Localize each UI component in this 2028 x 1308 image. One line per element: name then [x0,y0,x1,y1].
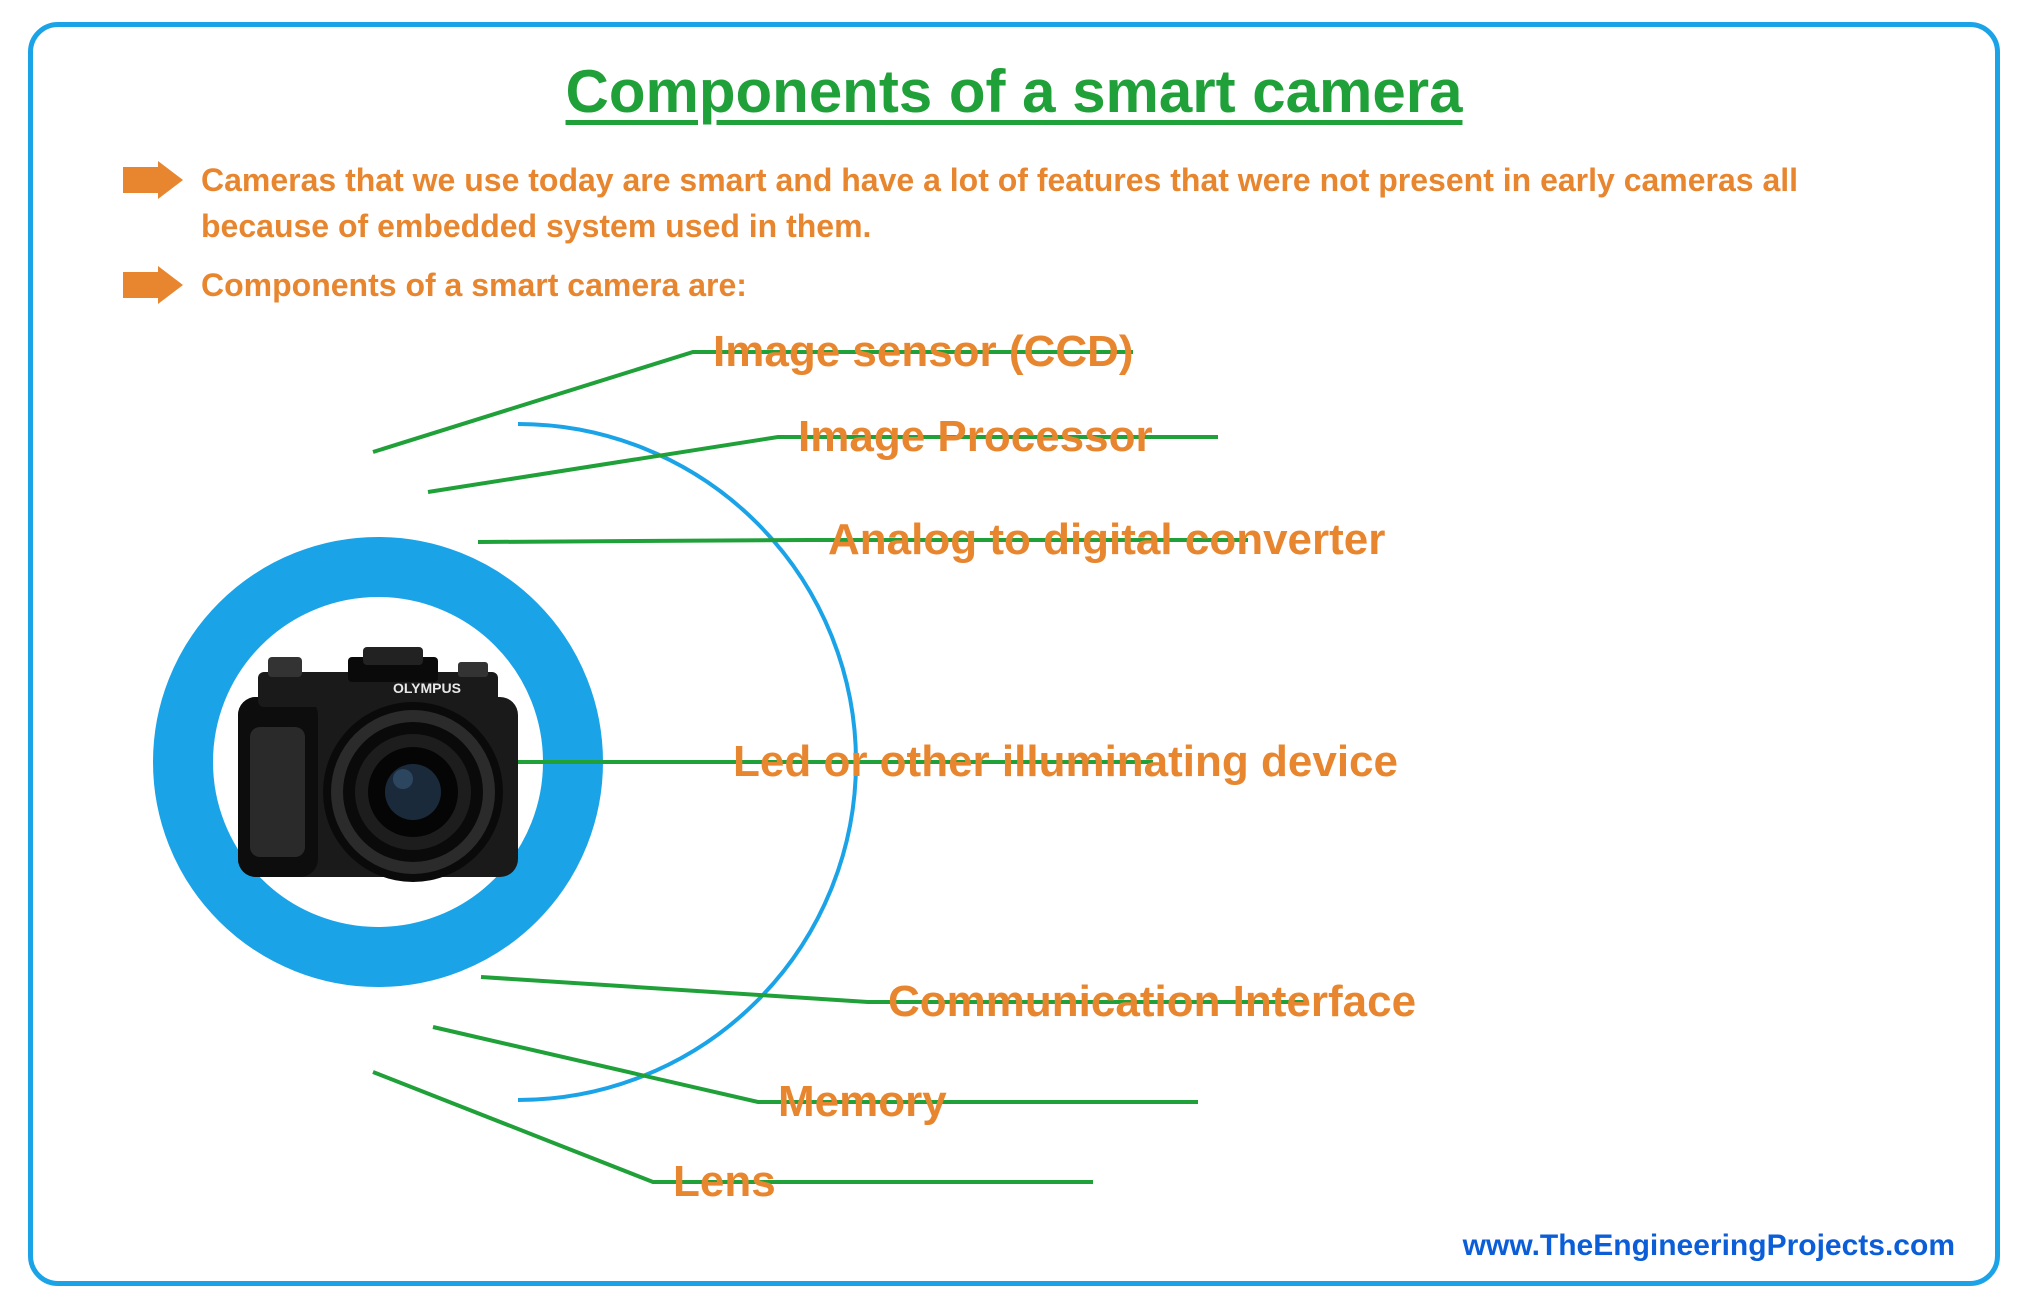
component-label: Image Processor [798,412,1153,462]
diagram-area: OLYMPUS Image sensor (CCD)Image Processo… [33,337,1995,1257]
component-label: Analog to digital converter [828,515,1385,565]
bullet-row-1: Cameras that we use today are smart and … [123,157,1923,250]
camera-brand-text: OLYMPUS [393,680,461,696]
component-label: Lens [673,1157,776,1207]
camera-icon: OLYMPUS [228,627,528,897]
component-label: Image sensor (CCD) [713,327,1134,377]
footer-link[interactable]: www.TheEngineeringProjects.com [1463,1229,1955,1263]
outer-frame: Components of a smart camera Cameras tha… [28,22,2000,1286]
bullet-text-2: Components of a smart camera are: [201,262,747,308]
page-title: Components of a smart camera [566,57,1463,126]
bullet-row-2: Components of a smart camera are: [123,262,1923,308]
arrow-icon [123,266,183,304]
arrow-icon [123,161,183,199]
component-label: Communication Interface [888,977,1416,1027]
bullet-text-1: Cameras that we use today are smart and … [201,157,1923,250]
component-label: Memory [778,1077,947,1127]
component-label: Led or other illuminating device [733,737,1398,787]
